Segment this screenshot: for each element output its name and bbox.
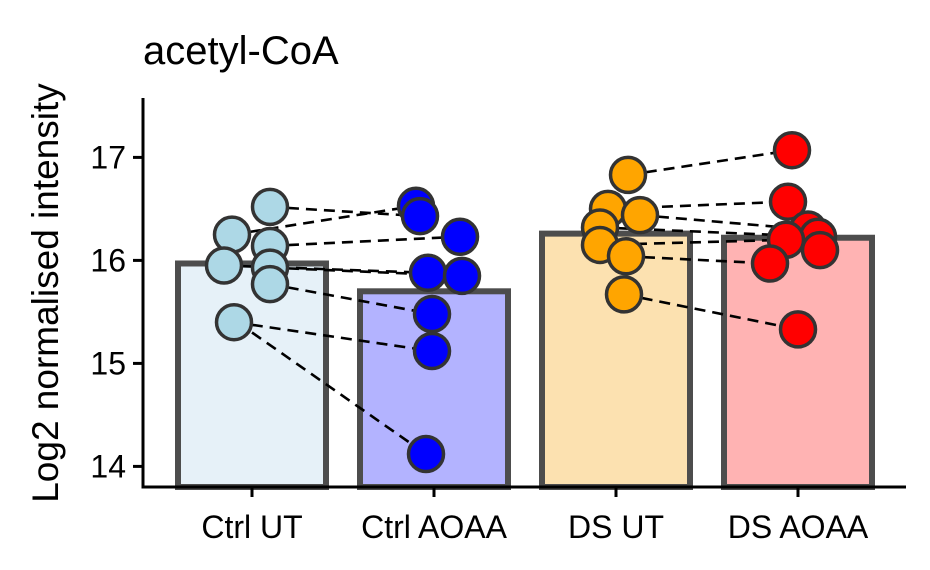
point-ctrl-aoaa-8 (406, 434, 446, 474)
pair-line-2 (231, 204, 417, 236)
pair-line-9 (627, 148, 793, 177)
x-tick-label-ctrl-aoaa: Ctrl AOAA (361, 509, 507, 545)
point-ds-aoaa-6 (800, 230, 840, 270)
point-ctrl-aoaa-4 (408, 253, 448, 293)
point-ds-ut-3 (620, 195, 660, 235)
bar-ctrl-ut (175, 260, 329, 490)
y-tick-label-17: 17 (90, 139, 126, 175)
pair-line-5 (269, 266, 463, 278)
pair-line-1 (269, 205, 421, 218)
pair-line-7 (233, 320, 433, 353)
x-tick-label-ds-aoaa: DS AOAA (728, 509, 869, 545)
pair-line-14 (625, 254, 771, 265)
pair-line-6 (269, 282, 433, 316)
point-ds-ut-1 (608, 155, 648, 195)
pair-line-15 (623, 293, 799, 331)
point-ctrl-aoaa-7 (412, 331, 452, 371)
chart-title: acetyl-CoA (143, 29, 339, 73)
y-tick-label-16: 16 (90, 242, 126, 278)
pair-line-3 (269, 235, 461, 248)
point-ds-aoaa-2 (768, 182, 808, 221)
y-axis-ticks: 14 15 16 17 (90, 139, 143, 484)
pair-line-10 (607, 200, 789, 211)
data-points (204, 130, 840, 474)
point-ds-aoaa-8 (778, 310, 818, 349)
x-axis-ticks: Ctrl UT Ctrl AOAA DS UT DS AOAA (201, 487, 869, 545)
bar-ds-aoaa (721, 234, 875, 490)
y-tick-label-14: 14 (90, 448, 126, 484)
y-tick-label-15: 15 (90, 345, 126, 381)
point-ctrl-ut-7 (214, 302, 254, 342)
point-ctrl-aoaa-2 (400, 196, 440, 236)
point-ds-ut-6 (606, 237, 646, 276)
point-ds-aoaa-1 (772, 130, 812, 170)
x-tick-label-ctrl-ut: Ctrl UT (201, 509, 302, 545)
point-ctrl-aoaa-5 (442, 256, 482, 296)
point-ctrl-ut-1 (250, 187, 290, 227)
pair-line-13 (599, 238, 787, 247)
point-ds-aoaa-7 (750, 244, 790, 283)
point-ctrl-aoaa-3 (440, 217, 480, 256)
pair-line-4 (223, 264, 429, 275)
y-axis-label: Log2 normalised intensity (25, 83, 66, 503)
point-ctrl-ut-4 (204, 246, 244, 285)
point-ctrl-aoaa-6 (412, 294, 452, 334)
pair-line-11 (639, 213, 809, 231)
x-tick-label-ds-ut: DS UT (568, 509, 664, 545)
point-ds-ut-7 (604, 275, 644, 314)
point-ctrl-ut-6 (250, 264, 290, 304)
